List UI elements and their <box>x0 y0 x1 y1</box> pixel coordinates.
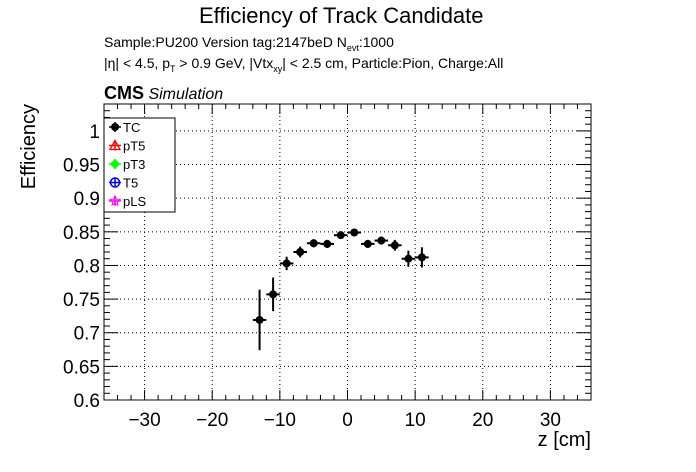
legend-entry: pLS <box>108 194 146 209</box>
data-point-tc <box>306 239 321 248</box>
data-point-tc <box>388 239 402 251</box>
sample-info: Sample:PU200 Version tag:2147beD Nevt:10… <box>104 34 394 53</box>
cuts-subscript1: T <box>170 64 176 74</box>
data-point-tc <box>374 236 389 245</box>
y-tick-label: 0.8 <box>74 256 100 277</box>
nevt-subscript: evt <box>346 43 359 53</box>
data-point-tc <box>333 231 348 240</box>
x-axis-title: z [cm] <box>538 429 591 451</box>
y-tick-label: 0.7 <box>74 324 100 345</box>
simulation-label: Simulation <box>148 86 224 103</box>
x-tick-label: −20 <box>196 410 228 431</box>
data-point-tc <box>347 228 362 237</box>
marker-dot <box>417 253 426 262</box>
x-tick-label: −10 <box>264 410 296 431</box>
y-tick-label: 0.95 <box>63 156 100 177</box>
marker-dot <box>336 231 345 240</box>
cms-label: CMS <box>104 83 144 103</box>
marker-dot <box>255 315 264 324</box>
legend-marker <box>108 139 122 151</box>
chart-title: Efficiency of Track Candidate <box>199 3 484 28</box>
marker-dot <box>296 248 305 256</box>
cuts-subscript2: xy <box>273 64 283 74</box>
nevt-value: :1000 <box>358 34 394 50</box>
marker-dot <box>350 228 359 237</box>
marker-dot <box>404 254 413 263</box>
x-tick-label: 30 <box>540 410 561 431</box>
grid-lines <box>104 104 591 400</box>
cms-label-group: CMS Simulation <box>104 83 223 104</box>
y-tick-label: 0.6 <box>74 391 100 412</box>
data-points <box>252 228 429 351</box>
legend-entry: pT3 <box>109 157 145 172</box>
legend-marker <box>109 177 121 188</box>
y-tick-label: 1 <box>89 122 100 143</box>
cuts-part1: |η| < 4.5, p <box>104 55 171 71</box>
sample-text: Sample:PU200 Version tag:2147beD N <box>104 34 347 50</box>
data-point-tc <box>401 250 416 267</box>
legend-label: T5 <box>123 176 138 191</box>
legend-marker <box>111 123 119 131</box>
legend-label: pLS <box>123 194 146 209</box>
data-point-tc <box>361 239 375 248</box>
x-tick-label: 20 <box>472 410 493 431</box>
marker-dot <box>390 241 399 250</box>
legend-entry: TC <box>109 120 140 135</box>
y-tick-label: 0.9 <box>74 189 100 210</box>
y-axis-title: Efficiency <box>18 104 40 189</box>
marker-dot <box>363 239 372 248</box>
legend-marker <box>108 194 122 207</box>
data-point-tc <box>293 246 307 258</box>
marker-dot <box>377 236 386 245</box>
data-point-tc <box>279 256 294 271</box>
legend: TC pT5 pT3 T5 pLS <box>103 117 176 213</box>
cuts-part3: | < 2.5 cm, Particle:Pion, Charge:All <box>282 55 504 71</box>
legend-label: TC <box>123 120 140 135</box>
legend-entry: T5 <box>109 176 138 191</box>
tick-labels: −30 −20 −10 0 10 20 30 0.6 0.65 0.7 0.75 0.8 0.85 0.9… <box>63 122 561 431</box>
data-point-tc <box>415 247 429 268</box>
x-tick-label: 0 <box>342 410 353 431</box>
data-point-tc <box>252 289 267 351</box>
y-tick-label: 0.65 <box>63 357 100 378</box>
marker-dot <box>269 290 278 299</box>
selection-cuts: |η| < 4.5, pT > 0.9 GeV, |Vtxxy| < 2.5 c… <box>104 55 504 74</box>
marker-dot <box>282 259 291 268</box>
x-tick-label: 10 <box>405 410 426 431</box>
data-point-tc <box>266 277 280 312</box>
y-tick-label: 0.75 <box>63 290 100 311</box>
axis-ticks <box>103 103 592 401</box>
data-point-tc <box>320 239 334 248</box>
marker-dot <box>323 239 332 248</box>
marker-dot <box>309 239 318 248</box>
x-tick-label: −30 <box>128 410 160 431</box>
y-tick-label: 0.85 <box>63 223 100 244</box>
legend-label: pT3 <box>123 157 145 172</box>
legend-entry: pT5 <box>108 139 145 154</box>
legend-label: pT5 <box>123 139 145 154</box>
legend-marker <box>110 159 120 169</box>
cuts-part2: > 0.9 GeV, |Vtx <box>175 55 274 71</box>
